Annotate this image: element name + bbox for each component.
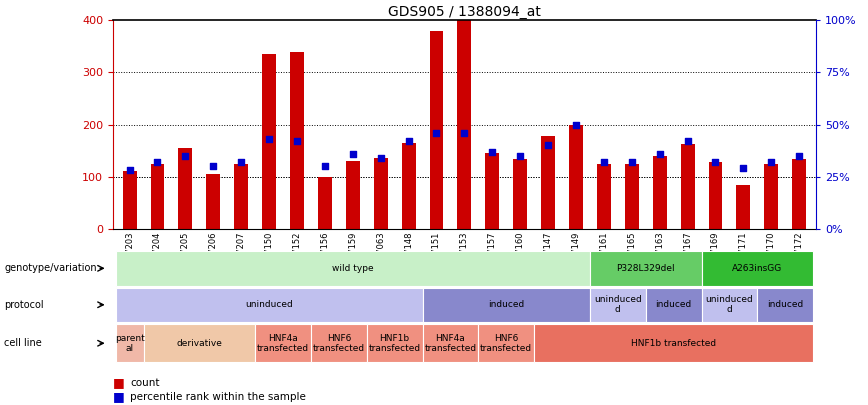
Bar xyxy=(207,174,220,229)
Bar xyxy=(681,144,694,229)
Point xyxy=(457,130,471,136)
Point xyxy=(625,159,639,165)
Point xyxy=(207,163,220,169)
Bar xyxy=(765,164,779,229)
Text: HNF1b transfected: HNF1b transfected xyxy=(631,339,716,348)
Point xyxy=(485,148,499,155)
Bar xyxy=(708,162,722,229)
Bar xyxy=(430,31,444,229)
Bar xyxy=(345,161,359,229)
Text: HNF1b
transfected: HNF1b transfected xyxy=(369,334,421,353)
Bar xyxy=(597,164,611,229)
Bar xyxy=(792,160,806,229)
Text: HNF4a
transfected: HNF4a transfected xyxy=(424,334,477,353)
Bar xyxy=(234,164,248,229)
Title: GDS905 / 1388094_at: GDS905 / 1388094_at xyxy=(388,5,541,19)
Point xyxy=(653,151,667,157)
Text: A263insGG: A263insGG xyxy=(733,264,782,273)
Point xyxy=(541,142,555,149)
Text: uninduced: uninduced xyxy=(245,300,293,309)
Point xyxy=(318,163,332,169)
Point xyxy=(345,151,359,157)
Text: ■: ■ xyxy=(113,376,125,389)
Point xyxy=(792,153,806,159)
Bar xyxy=(150,164,164,229)
Text: induced: induced xyxy=(767,300,804,309)
Point xyxy=(179,153,193,159)
Bar xyxy=(122,171,136,229)
Bar xyxy=(736,185,750,229)
Point xyxy=(597,159,611,165)
Bar xyxy=(513,160,527,229)
Text: cell line: cell line xyxy=(4,338,42,348)
Bar xyxy=(318,177,332,229)
Point xyxy=(150,159,164,165)
Text: P328L329del: P328L329del xyxy=(616,264,675,273)
Point xyxy=(122,167,136,174)
Text: HNF6
transfected: HNF6 transfected xyxy=(480,334,532,353)
Text: derivative: derivative xyxy=(176,339,222,348)
Bar xyxy=(625,164,639,229)
Text: uninduced
d: uninduced d xyxy=(706,295,753,314)
Point xyxy=(262,136,276,143)
Bar xyxy=(262,54,276,229)
Text: HNF4a
transfected: HNF4a transfected xyxy=(257,334,309,353)
Text: HNF6
transfected: HNF6 transfected xyxy=(312,334,365,353)
Text: induced: induced xyxy=(488,300,524,309)
Text: ■: ■ xyxy=(113,390,125,403)
Point xyxy=(681,138,694,145)
Bar xyxy=(569,125,583,229)
Point xyxy=(765,159,779,165)
Point xyxy=(402,138,416,145)
Bar xyxy=(374,158,388,229)
Text: protocol: protocol xyxy=(4,300,44,310)
Point xyxy=(290,138,304,145)
Point xyxy=(569,122,583,128)
Point xyxy=(430,130,444,136)
Point xyxy=(513,153,527,159)
Bar xyxy=(485,153,499,229)
Bar xyxy=(457,20,471,229)
Point xyxy=(736,165,750,172)
Text: parent
al: parent al xyxy=(115,334,144,353)
Text: wild type: wild type xyxy=(332,264,373,273)
Bar xyxy=(402,143,416,229)
Text: count: count xyxy=(130,378,160,388)
Text: uninduced
d: uninduced d xyxy=(594,295,641,314)
Bar xyxy=(290,51,304,229)
Text: genotype/variation: genotype/variation xyxy=(4,263,97,273)
Point xyxy=(374,155,388,161)
Bar xyxy=(653,156,667,229)
Bar xyxy=(541,136,555,229)
Text: induced: induced xyxy=(655,300,692,309)
Bar xyxy=(179,148,193,229)
Point xyxy=(234,159,248,165)
Point xyxy=(708,159,722,165)
Text: percentile rank within the sample: percentile rank within the sample xyxy=(130,392,306,402)
